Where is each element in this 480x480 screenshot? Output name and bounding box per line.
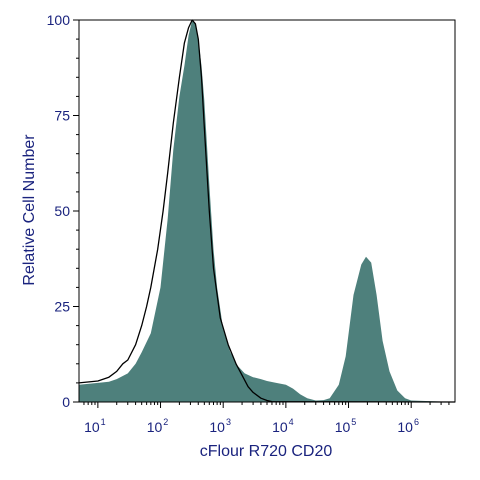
y-tick-label: 0	[62, 394, 70, 410]
x-tick-label: 105	[335, 417, 357, 435]
filled-histogram	[79, 20, 455, 402]
y-tick-label: 100	[47, 12, 71, 28]
outline-histogram	[78, 19, 456, 403]
x-tick-label: 106	[397, 417, 419, 435]
x-tick-label: 101	[84, 417, 106, 435]
y-tick-label: 50	[54, 203, 70, 219]
x-tick-label: 102	[147, 417, 169, 435]
x-axis-title: cFlour R720 CD20	[200, 443, 333, 460]
y-tick-label: 75	[54, 108, 70, 124]
x-tick-label: 104	[272, 417, 294, 435]
y-axis-title: Relative Cell Number	[21, 134, 38, 286]
x-tick-label: 103	[209, 417, 231, 435]
y-tick-label: 25	[54, 299, 70, 315]
